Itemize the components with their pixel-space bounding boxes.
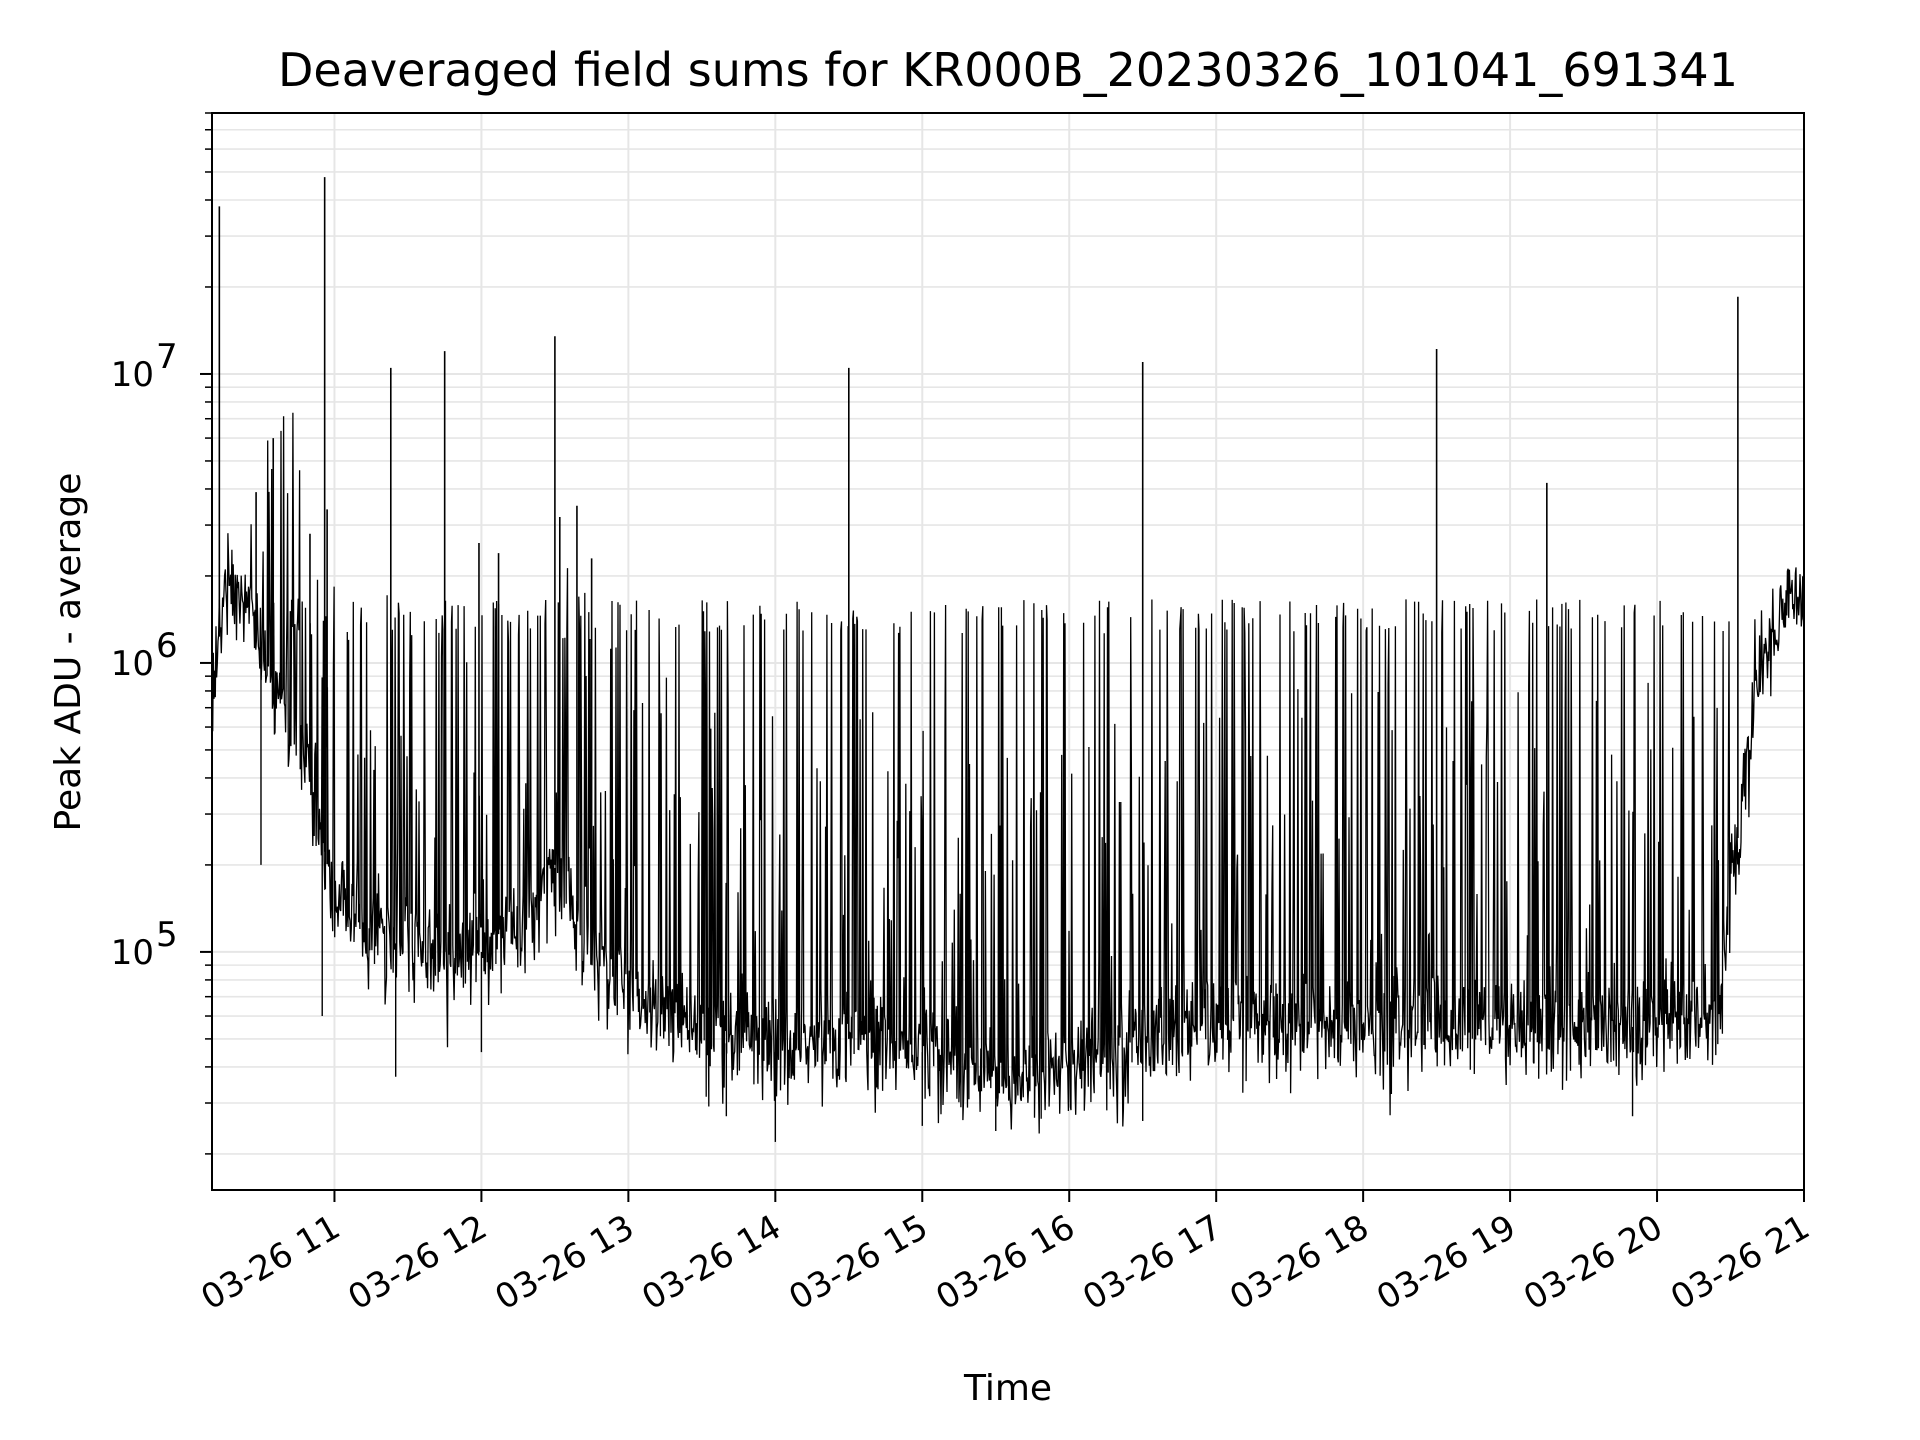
y-tick-exponent: 5 xyxy=(156,915,178,955)
y-tick-label: 10 xyxy=(111,355,154,395)
plot-frame xyxy=(211,112,1805,1191)
series-layer xyxy=(211,177,1805,1142)
y-tick-exponent: 7 xyxy=(156,337,178,377)
x-tick-label: 03-26 12 xyxy=(342,1207,494,1318)
x-tick-label: 03-26 17 xyxy=(1076,1207,1228,1318)
y-tick-label: 10 xyxy=(111,644,154,684)
x-tick-label: 03-26 19 xyxy=(1370,1207,1522,1318)
x-tick-label: 03-26 21 xyxy=(1664,1207,1816,1318)
x-tick-label: 03-26 11 xyxy=(195,1207,347,1318)
x-tick-label: 03-26 15 xyxy=(782,1207,934,1318)
y-tick-label: 10 xyxy=(111,933,154,973)
x-tick-label: 03-26 16 xyxy=(929,1207,1081,1318)
chart-title: Deaveraged field sums for KR000B_2023032… xyxy=(278,43,1738,97)
x-tick-label: 03-26 20 xyxy=(1517,1207,1669,1318)
x-tick-label: 03-26 13 xyxy=(488,1207,640,1318)
series-line xyxy=(211,412,1805,1134)
x-axis-label: Time xyxy=(963,1368,1052,1409)
x-tick-label: 03-26 18 xyxy=(1223,1207,1375,1318)
x-tick-label: 03-26 14 xyxy=(635,1207,787,1318)
y-tick-exponent: 6 xyxy=(156,626,178,666)
y-axis-label: Peak ADU - average xyxy=(48,473,89,832)
